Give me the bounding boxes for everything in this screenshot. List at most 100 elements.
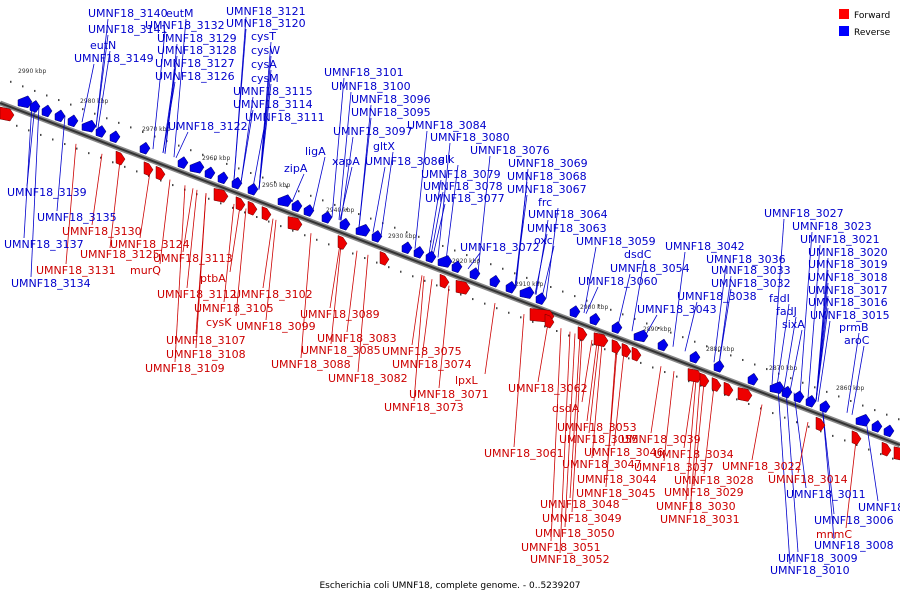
reverse-gene-label: UMNF18_3032 — [711, 277, 791, 290]
forward-gene-label: UMNF18_3105 — [194, 302, 274, 315]
forward-label-line — [174, 185, 186, 363]
reverse-gene-label: UMNF18_3128 — [157, 44, 237, 57]
track-dot — [136, 170, 138, 173]
reverse-label-line — [358, 117, 372, 228]
scale-tick-label: 2890 kbp — [643, 326, 671, 333]
forward-label-line — [109, 160, 121, 249]
forward-label-line — [591, 343, 603, 459]
reverse-gene-label: UMNF18_3067 — [507, 183, 587, 196]
forward-gene-label: UMNF18_3045 — [576, 487, 656, 500]
reverse-gene-arrow — [67, 114, 79, 128]
reverse-gene-arrow — [247, 182, 259, 196]
reverse-label-line — [684, 301, 698, 352]
track-dot — [250, 172, 252, 174]
track-dot — [178, 144, 180, 147]
forward-gene-label: UMNF18_3113 — [153, 252, 233, 265]
track-dot — [418, 235, 420, 238]
reverse-gene-label: UMNF18_3019 — [808, 258, 888, 271]
forward-label-line — [195, 193, 207, 349]
forward-label-line — [159, 179, 171, 265]
forward-gene-label: UMNF18_3125 — [80, 248, 160, 261]
track-dot — [550, 286, 552, 288]
forward-label-line — [689, 380, 701, 514]
forward-label-line — [411, 275, 423, 346]
track-dot — [28, 129, 30, 132]
reverse-gene-label: UMNF18_3060 — [578, 275, 658, 288]
track-dot — [400, 270, 402, 273]
track-dot — [16, 124, 18, 127]
reverse-genes — [17, 95, 895, 438]
forward-label-line — [182, 188, 194, 253]
forward-gene-label: UMNF18_3131 — [36, 264, 116, 277]
forward-label-line — [845, 440, 857, 529]
track-dot — [334, 203, 336, 206]
reverse-gene-arrow — [657, 338, 669, 352]
track-dot — [142, 130, 144, 133]
reverse-gene-label: dsdC — [624, 248, 652, 261]
track-dot — [580, 339, 582, 342]
reverse-label-line — [175, 131, 189, 159]
track-dot — [784, 416, 786, 419]
track-dot — [328, 243, 330, 246]
forward-gene-label: UMNF18_3074 — [392, 358, 472, 371]
forward-gene-label: mnmC — [816, 528, 852, 541]
reverse-gene-arrow — [805, 394, 817, 408]
track-dot — [304, 234, 306, 237]
reverse-gene-label: UMNF18_3134 — [11, 277, 91, 290]
track-dot — [718, 349, 720, 352]
track-dot — [148, 174, 150, 177]
reverse-label-line — [585, 286, 599, 314]
track-dot — [466, 254, 468, 257]
track-dot — [256, 216, 258, 218]
track-dot — [730, 354, 732, 357]
reverse-gene-label: UMNF18_3139 — [7, 186, 87, 199]
reverse-gene-arrow — [611, 321, 623, 334]
forward-label-line — [613, 352, 625, 447]
forward-gene-arrow — [893, 446, 900, 461]
track-dot — [574, 295, 576, 298]
forward-label-line — [683, 378, 695, 449]
forward-gene-arrow — [577, 326, 588, 341]
reverse-label-line — [240, 109, 254, 183]
reverse-gene-arrow — [81, 119, 97, 133]
reverse-label-line — [851, 345, 865, 415]
forward-gene-label: murQ — [130, 264, 161, 277]
forward-label-line — [703, 386, 715, 475]
reverse-gene-label: UMNF18_3072 — [460, 241, 540, 254]
reverse-gene-arrow — [355, 223, 371, 237]
track-dot — [538, 281, 540, 284]
track-dot — [460, 293, 462, 296]
reverse-gene-label: UMNF18_3132 — [145, 19, 225, 32]
forward-gene-arrow — [213, 188, 229, 203]
reverse-gene-label: UMNF18_3054 — [610, 262, 690, 275]
reverse-gene-arrow — [747, 372, 759, 386]
forward-label-line — [421, 279, 433, 359]
reverse-gene-arrow — [505, 280, 517, 294]
reverse-gene-label: glk — [438, 153, 455, 166]
reverse-label-line — [380, 151, 394, 236]
forward-label-line — [537, 323, 549, 383]
reverse-gene-arrow — [109, 130, 121, 144]
reverse-label-line — [777, 386, 791, 565]
track-dot — [676, 375, 678, 378]
track-dot — [880, 453, 882, 456]
scale-tick-label: 2880 kbp — [706, 346, 734, 353]
forward-gene-arrow — [337, 235, 348, 250]
reverse-gene-label: cysM — [251, 72, 279, 85]
reverse-gene-label: cysT — [251, 30, 276, 43]
reverse-label-line — [846, 332, 860, 413]
reverse-gene-label: prmB — [839, 321, 869, 334]
forward-gene-label: UMNF18_3075 — [382, 345, 462, 358]
reverse-gene-label: sixA — [782, 318, 805, 331]
track-dot — [310, 194, 312, 197]
forward-gene-label: UMNF18_3061 — [484, 447, 564, 460]
reverse-label-line — [97, 50, 111, 129]
forward-label-line — [559, 331, 571, 554]
track-dot — [526, 276, 528, 279]
reverse-gene-label: UMNF18_3086 — [365, 155, 445, 168]
track-dot — [286, 185, 288, 188]
forward-gene-arrow — [737, 387, 753, 402]
track-dot — [604, 348, 606, 351]
reverse-gene-arrow — [95, 125, 107, 138]
track-dot — [10, 80, 12, 83]
